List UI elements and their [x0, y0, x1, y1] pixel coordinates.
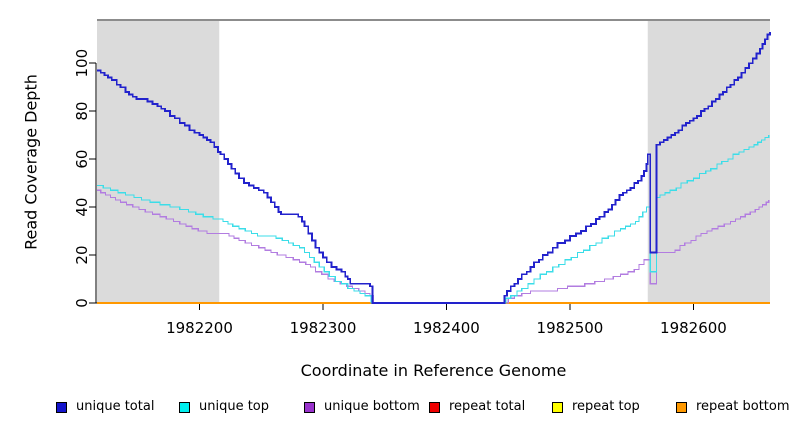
- legend-label: repeat bottom: [696, 399, 790, 414]
- x-tick-label: 1982500: [537, 319, 604, 337]
- y-tick-label: 80: [73, 102, 91, 121]
- legend-item-repeat-bottom: repeat bottom: [676, 398, 790, 416]
- repeat-top-swatch: [552, 401, 563, 413]
- repeat-bottom-swatch: [676, 401, 687, 413]
- series-unique-bottom: [97, 189, 770, 304]
- series-unique-top: [97, 135, 770, 304]
- left-shaded-region: [97, 20, 220, 303]
- legend-item-unique-top: unique top: [179, 398, 269, 416]
- legend-label: unique bottom: [324, 399, 420, 414]
- y-tick-label: 0: [73, 298, 91, 308]
- legend-item-unique-total: unique total: [56, 398, 154, 416]
- x-tick-label: 1982300: [290, 319, 357, 337]
- y-tick-label: 100: [73, 49, 91, 78]
- unique-bottom-swatch: [304, 401, 315, 413]
- series-unique-total: [97, 31, 771, 304]
- legend-label: repeat total: [449, 399, 526, 414]
- legend-label: unique top: [199, 399, 270, 414]
- y-tick-label: 20: [73, 245, 91, 264]
- y-tick-label: 60: [73, 150, 91, 169]
- coverage-chart: 1982200 1982300 1982400 1982500 1982600 0 20 40…: [73, 19, 771, 337]
- legend-item-unique-bottom: unique bottom: [304, 398, 420, 416]
- legend-item-repeat-total: repeat total: [429, 398, 525, 416]
- legend-item-repeat-top: repeat top: [552, 398, 640, 416]
- unique-top-swatch: [179, 401, 190, 413]
- unique-total-swatch: [56, 401, 67, 413]
- x-tick-label: 1982600: [660, 319, 727, 337]
- x-tick-label: 1982200: [166, 319, 233, 337]
- x-tick-label: 1982400: [413, 319, 480, 337]
- y-axis-label: Read Coverage Depth: [21, 74, 41, 250]
- legend: unique total unique top unique bottom repea…: [0, 398, 792, 420]
- repeat-total-swatch: [429, 401, 440, 413]
- legend-label: repeat top: [572, 399, 640, 414]
- y-tick-label: 40: [73, 198, 91, 217]
- x-axis-label: Coordinate in Reference Genome: [300, 361, 567, 380]
- legend-label: unique total: [76, 399, 155, 414]
